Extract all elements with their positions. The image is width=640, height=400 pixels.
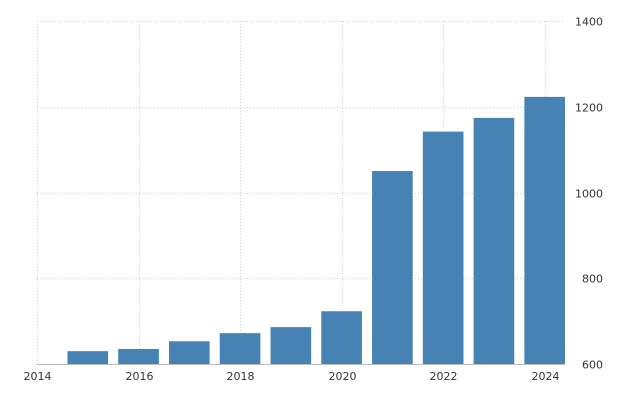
y-tick-label: 600 (582, 359, 603, 372)
bars (67, 96, 565, 365)
bar-2022 (422, 131, 464, 364)
x-tick-label: 2020 (329, 370, 357, 383)
y-tick-label: 1400 (575, 16, 603, 29)
bar-2018 (219, 333, 261, 364)
bar-2020 (321, 311, 362, 364)
x-axis: 2014 2016 2018 2020 2022 2024 (24, 364, 565, 383)
y-tick-label: 800 (582, 273, 603, 286)
bar-2019 (270, 327, 312, 364)
y-tick-label: 1000 (575, 188, 603, 201)
x-tick-label: 2024 (532, 370, 560, 383)
bar-2015 (67, 351, 109, 364)
bar-2023 (473, 117, 515, 365)
bar-2017 (169, 341, 210, 364)
x-tick-label: 2022 (430, 370, 458, 383)
x-tick-label: 2018 (227, 370, 255, 383)
y-tick-label: 1200 (575, 102, 603, 115)
y-axis: 600 800 1000 1200 1400 (575, 16, 603, 372)
bar-2024 (524, 96, 565, 364)
bar-2021 (372, 171, 413, 364)
x-tick-label: 2016 (126, 370, 154, 383)
x-tick-label: 2014 (24, 370, 52, 383)
bar-2016 (118, 348, 159, 364)
